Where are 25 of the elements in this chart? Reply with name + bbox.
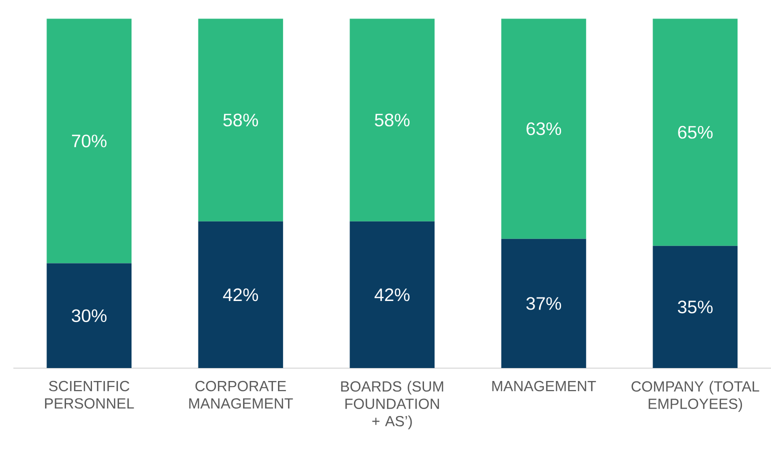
data-label: 37% (526, 297, 562, 310)
x-tick-label: MANAGEMENT (492, 381, 596, 392)
x-tick-label: COMPANY (TOTAL EMPLOYEES) (632, 381, 760, 412)
bar (46, 18, 132, 264)
x-tick-label: BOARDS (SUM FOUNDATION + AS’) (341, 381, 444, 430)
data-label: 70% (72, 134, 106, 148)
data-label: 42% (223, 288, 258, 302)
bar (501, 18, 586, 240)
data-label: 58% (223, 114, 258, 127)
bar (652, 18, 738, 246)
bar (501, 239, 586, 368)
data-label: 65% (678, 126, 713, 139)
bar (198, 18, 284, 222)
bar (350, 222, 435, 368)
data-label: 63% (526, 122, 562, 136)
data-label: 42% (374, 288, 410, 302)
x-tick-label: CORPORATE MANAGEMENT (189, 381, 293, 409)
data-label: 58% (374, 114, 410, 127)
bar (652, 246, 738, 368)
data-label: 35% (678, 300, 713, 314)
data-label: 30% (72, 310, 106, 322)
bar (46, 264, 132, 368)
bar (198, 222, 284, 368)
bar (350, 18, 435, 222)
x-tick-label: SCIENTIFIC PERSONNEL (45, 381, 134, 409)
